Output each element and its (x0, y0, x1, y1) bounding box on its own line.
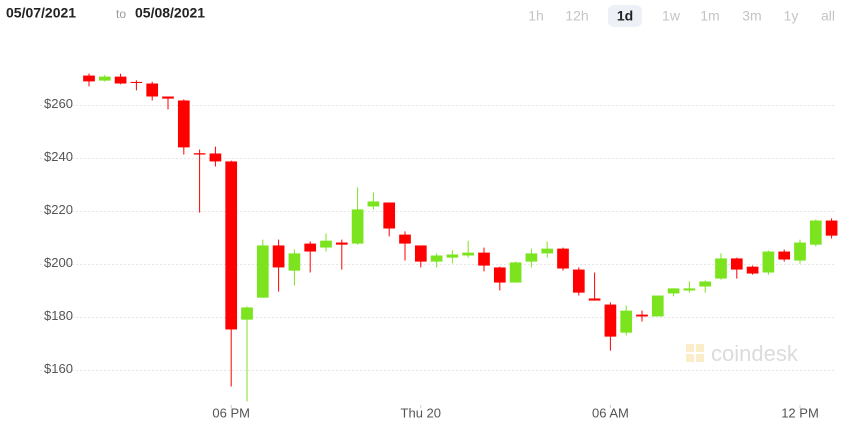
candle-body (399, 234, 411, 244)
candle-body (256, 245, 269, 298)
candle-body (572, 269, 585, 293)
candle-body (320, 240, 332, 248)
candle-body (636, 314, 648, 317)
candle-body (715, 258, 727, 279)
candle-body (557, 248, 569, 269)
y-tick-label: $220 (44, 202, 73, 217)
x-tick-label: 12 PM (781, 405, 819, 420)
range-button[interactable]: all (821, 8, 835, 24)
candle-body (746, 266, 759, 274)
candle-body (446, 254, 459, 258)
candle-body (83, 75, 95, 82)
candle-body (778, 251, 791, 260)
candle-body (525, 253, 538, 262)
y-tick-label: $240 (44, 149, 73, 164)
candle-body (114, 76, 127, 84)
candle-body (288, 253, 301, 271)
candle-body (162, 96, 174, 99)
candle-body (304, 243, 317, 252)
candle-body (146, 83, 159, 97)
logo-block (696, 354, 704, 362)
candle-body (430, 255, 443, 262)
candle-body (683, 288, 696, 291)
candle-body (351, 209, 364, 244)
candle-body (177, 100, 190, 148)
range-button[interactable]: 1m (700, 8, 719, 24)
candle-body (414, 245, 427, 262)
candle-body (335, 242, 348, 245)
candle-body (699, 281, 712, 287)
candle-body (730, 258, 743, 270)
candle-body (509, 262, 522, 283)
candle-body (225, 161, 238, 330)
range-button[interactable]: 12h (565, 8, 588, 24)
range-button[interactable]: 1h (528, 8, 544, 24)
x-tick-label: 06 AM (592, 405, 629, 420)
candle-body (98, 76, 111, 81)
range-button[interactable]: 3m (742, 8, 761, 24)
date-from: 05/07/2021 (6, 5, 76, 21)
candle-body (651, 295, 664, 317)
candle-body (620, 310, 633, 333)
logo-block (696, 344, 704, 352)
y-tick-label: $200 (44, 255, 73, 270)
candle-body (809, 220, 822, 245)
range-selected-bg (608, 5, 642, 27)
candle-body (272, 245, 285, 268)
candle-body (588, 298, 601, 301)
candle-body (462, 252, 475, 256)
logo-block (686, 354, 694, 362)
candle-body (478, 252, 490, 266)
watermark-text: coindesk (711, 341, 799, 366)
logo-block (686, 344, 694, 352)
candle-body (241, 307, 253, 320)
candle-body (541, 248, 554, 254)
date-to: 05/08/2021 (135, 5, 205, 21)
candle-body (209, 153, 222, 162)
candle-body (130, 81, 143, 83)
candle-body (825, 220, 838, 236)
y-tick-label: $260 (44, 96, 73, 111)
candle-body (383, 202, 396, 229)
y-tick-label: $160 (44, 361, 73, 376)
candle-body (762, 251, 775, 273)
candle-body (667, 288, 680, 294)
watermark: coindesk (686, 341, 799, 366)
range-button[interactable]: 1w (662, 8, 681, 24)
x-tick-label: 06 PM (212, 405, 250, 420)
x-tick-label: Thu 20 (401, 405, 441, 420)
range-button[interactable]: 1d (617, 8, 633, 24)
candle-body (604, 304, 617, 337)
range-buttons: 1h 12h 1d 1w 1m 3m 1y all (528, 5, 835, 27)
y-tick-label: $180 (44, 308, 73, 323)
candle-body (493, 267, 506, 283)
candle-body (193, 153, 206, 155)
candle-body (794, 242, 806, 261)
date-to-word: to (116, 7, 126, 21)
range-button[interactable]: 1y (784, 8, 799, 24)
candle-body (367, 201, 380, 207)
